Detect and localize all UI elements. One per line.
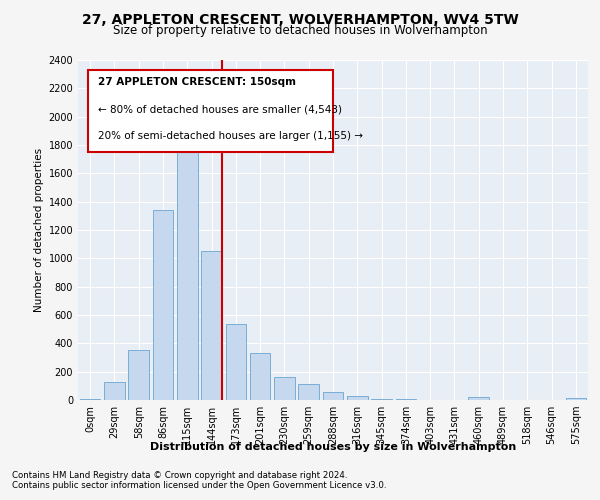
Bar: [298, 384, 319, 400]
Bar: [152, 210, 173, 400]
FancyBboxPatch shape: [88, 70, 333, 152]
Bar: [371, 398, 392, 400]
Text: Size of property relative to detached houses in Wolverhampton: Size of property relative to detached ho…: [113, 24, 487, 37]
Text: Distribution of detached houses by size in Wolverhampton: Distribution of detached houses by size …: [150, 442, 516, 452]
Bar: [104, 382, 125, 400]
Bar: [201, 251, 222, 400]
Bar: [323, 392, 343, 400]
Bar: [177, 131, 197, 400]
Bar: [274, 376, 295, 400]
Bar: [566, 398, 586, 400]
Bar: [347, 396, 368, 400]
Y-axis label: Number of detached properties: Number of detached properties: [34, 148, 44, 312]
Text: 20% of semi-detached houses are larger (1,155) →: 20% of semi-detached houses are larger (…: [98, 132, 364, 141]
Bar: [250, 353, 271, 400]
Bar: [469, 398, 489, 400]
Text: ← 80% of detached houses are smaller (4,543): ← 80% of detached houses are smaller (4,…: [98, 104, 343, 114]
Text: Contains HM Land Registry data © Crown copyright and database right 2024.: Contains HM Land Registry data © Crown c…: [12, 471, 347, 480]
Text: Contains public sector information licensed under the Open Government Licence v3: Contains public sector information licen…: [12, 481, 386, 490]
Text: 27 APPLETON CRESCENT: 150sqm: 27 APPLETON CRESCENT: 150sqm: [98, 77, 296, 87]
Text: 27, APPLETON CRESCENT, WOLVERHAMPTON, WV4 5TW: 27, APPLETON CRESCENT, WOLVERHAMPTON, WV…: [82, 12, 518, 26]
Bar: [226, 324, 246, 400]
Bar: [128, 350, 149, 400]
